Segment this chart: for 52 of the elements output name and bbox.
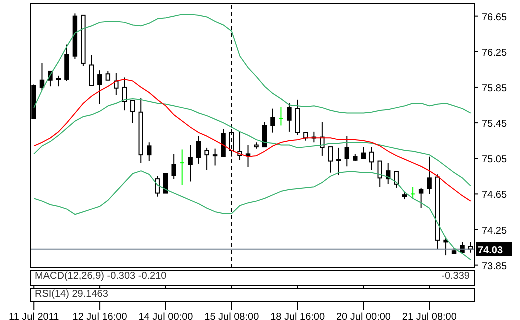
candlestick — [212, 148, 218, 166]
candlestick — [114, 72, 119, 96]
candlestick — [370, 146, 374, 171]
candlestick — [344, 136, 350, 168]
x-tick-label: 14 Jul 00:00 — [138, 312, 194, 320]
candlestick — [444, 236, 448, 256]
candlestick — [328, 146, 334, 174]
y-tick-label: 74.65 — [482, 190, 508, 202]
candlestick — [278, 106, 284, 126]
candlestick — [270, 108, 276, 134]
candlestick — [40, 62, 45, 91]
line-series — [34, 14, 472, 114]
indicator-panel: MACD(12,26,9) -0.303 -0.210 -0.339 — [30, 270, 475, 286]
y-tick-label: 74.25 — [482, 226, 508, 237]
candlestick — [89, 54, 94, 86]
ref-line-label: 74.03 — [478, 245, 504, 256]
candlestick — [287, 102, 292, 132]
line-series — [34, 78, 472, 202]
y-tick-label: 75.45 — [482, 119, 508, 130]
y-tick-label: 75.85 — [482, 83, 508, 94]
candlestick — [221, 128, 226, 158]
candlestick — [204, 147, 210, 171]
candlestick — [56, 75, 62, 88]
candlestick — [410, 186, 416, 200]
y-tick-label: 73.85 — [482, 261, 508, 272]
candlestick — [361, 146, 366, 160]
x-tick-label: 21 Jul 08:00 — [402, 312, 458, 320]
candlestick — [394, 171, 399, 188]
y-tick-label: 76.65 — [482, 12, 508, 24]
candlestick — [196, 136, 202, 164]
candlestick — [155, 176, 160, 198]
candlestick — [147, 142, 152, 162]
indicator-panel: RSI(14) 29.1463 — [30, 288, 475, 302]
x-tick-label: 12 Jul 16:00 — [72, 312, 128, 320]
candlestick — [180, 149, 185, 186]
x-tick-label: 15 Jul 08:00 — [204, 312, 260, 320]
candlestick — [336, 147, 342, 176]
x-tick-label: 18 Jul 16:00 — [270, 312, 326, 320]
candlestick — [238, 131, 242, 161]
x-tick-label: 20 Jul 00:00 — [336, 312, 392, 320]
y-tick-label: 76.25 — [482, 48, 508, 59]
x-tick-label: 11 Jul 2011 — [9, 312, 60, 320]
candlestick — [427, 156, 432, 195]
candlestick — [163, 173, 168, 194]
candlestick — [262, 122, 268, 148]
candlestick — [172, 154, 176, 180]
y-tick-label: 75.05 — [482, 154, 508, 166]
candlestick — [246, 144, 251, 168]
candlestick — [418, 187, 424, 209]
candlestick — [130, 100, 136, 124]
candlestick — [98, 70, 102, 105]
candlestick — [188, 144, 193, 182]
